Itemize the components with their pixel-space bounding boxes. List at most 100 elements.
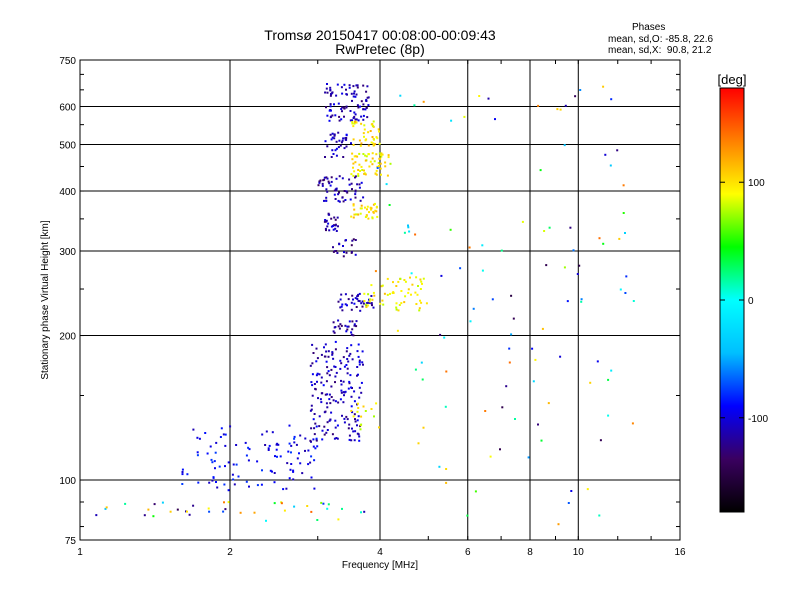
data-point xyxy=(341,196,344,199)
data-point xyxy=(481,244,484,247)
data-point xyxy=(345,88,347,91)
data-point xyxy=(356,155,359,158)
data-point xyxy=(508,361,511,364)
data-point xyxy=(347,387,350,390)
data-point xyxy=(410,293,412,296)
data-point xyxy=(353,302,356,305)
data-point xyxy=(349,110,352,112)
data-point xyxy=(360,181,363,184)
data-point xyxy=(312,352,315,354)
data-point xyxy=(342,356,345,359)
data-point xyxy=(352,174,355,177)
data-point xyxy=(379,162,382,165)
data-point xyxy=(408,230,411,233)
data-point xyxy=(328,182,331,185)
data-point xyxy=(380,285,383,288)
x-tick-label: 16 xyxy=(674,547,686,558)
data-point xyxy=(346,328,349,331)
data-point xyxy=(570,490,573,492)
data-point xyxy=(407,288,410,291)
data-point xyxy=(360,415,363,418)
data-point xyxy=(327,350,330,353)
data-point xyxy=(357,173,360,175)
data-point xyxy=(510,333,513,336)
data-point xyxy=(325,350,328,353)
data-point xyxy=(371,136,374,138)
data-point xyxy=(271,431,274,434)
data-point xyxy=(360,381,363,384)
data-point xyxy=(357,294,359,297)
data-point xyxy=(295,443,298,446)
data-point xyxy=(327,355,330,358)
data-point xyxy=(206,452,209,455)
data-point xyxy=(327,370,330,373)
data-point xyxy=(364,410,367,412)
data-point xyxy=(335,154,338,157)
data-point xyxy=(351,294,354,297)
data-point xyxy=(350,182,353,185)
data-point xyxy=(343,190,346,192)
data-point xyxy=(351,99,353,102)
data-point xyxy=(418,309,421,312)
data-point xyxy=(499,448,501,451)
data-point xyxy=(397,309,400,312)
colorbar-tick-label: 100 xyxy=(748,178,765,189)
colorbar-tick-label: 0 xyxy=(748,296,754,307)
colorbar-unit-label: [deg] xyxy=(718,72,747,87)
data-point xyxy=(328,374,331,377)
data-point xyxy=(330,217,333,220)
data-point xyxy=(233,483,236,486)
data-point xyxy=(354,253,357,256)
data-point xyxy=(208,481,211,484)
data-point xyxy=(352,216,355,219)
data-point xyxy=(332,399,335,402)
data-point xyxy=(362,196,365,199)
data-point xyxy=(312,418,315,421)
data-point xyxy=(324,140,327,143)
data-point xyxy=(353,170,356,173)
data-point xyxy=(574,95,577,98)
data-point xyxy=(414,291,417,294)
data-point xyxy=(371,163,374,166)
data-point xyxy=(353,111,356,114)
data-point xyxy=(197,481,200,484)
data-point xyxy=(334,348,337,351)
data-point xyxy=(374,202,376,205)
data-point xyxy=(351,239,354,242)
data-point xyxy=(330,385,333,388)
data-point xyxy=(548,226,551,229)
data-point xyxy=(489,455,492,458)
data-point xyxy=(370,302,373,305)
data-point xyxy=(265,519,267,522)
data-point xyxy=(372,144,375,147)
x-tick-label: 1 xyxy=(77,547,83,558)
data-point xyxy=(422,100,425,103)
data-point xyxy=(624,232,626,234)
data-point xyxy=(320,353,323,356)
data-point xyxy=(348,84,351,87)
data-point xyxy=(622,184,625,187)
data-point xyxy=(334,224,337,227)
data-point xyxy=(602,85,605,88)
data-point xyxy=(370,408,373,410)
data-point xyxy=(288,424,291,427)
data-point xyxy=(334,326,337,328)
data-point xyxy=(335,177,338,180)
data-point xyxy=(271,470,273,473)
data-point xyxy=(324,219,327,221)
data-point xyxy=(563,266,566,269)
data-point xyxy=(417,442,420,445)
data-point xyxy=(357,343,360,346)
data-point xyxy=(337,319,340,322)
data-point xyxy=(364,159,367,162)
data-point xyxy=(356,350,359,353)
data-point xyxy=(397,280,400,283)
data-point xyxy=(224,433,227,436)
data-point xyxy=(338,139,341,142)
data-point xyxy=(245,480,248,483)
data-point xyxy=(343,83,346,86)
data-point xyxy=(344,138,347,141)
data-point xyxy=(360,100,363,103)
data-point xyxy=(360,165,363,168)
data-point xyxy=(378,130,380,133)
